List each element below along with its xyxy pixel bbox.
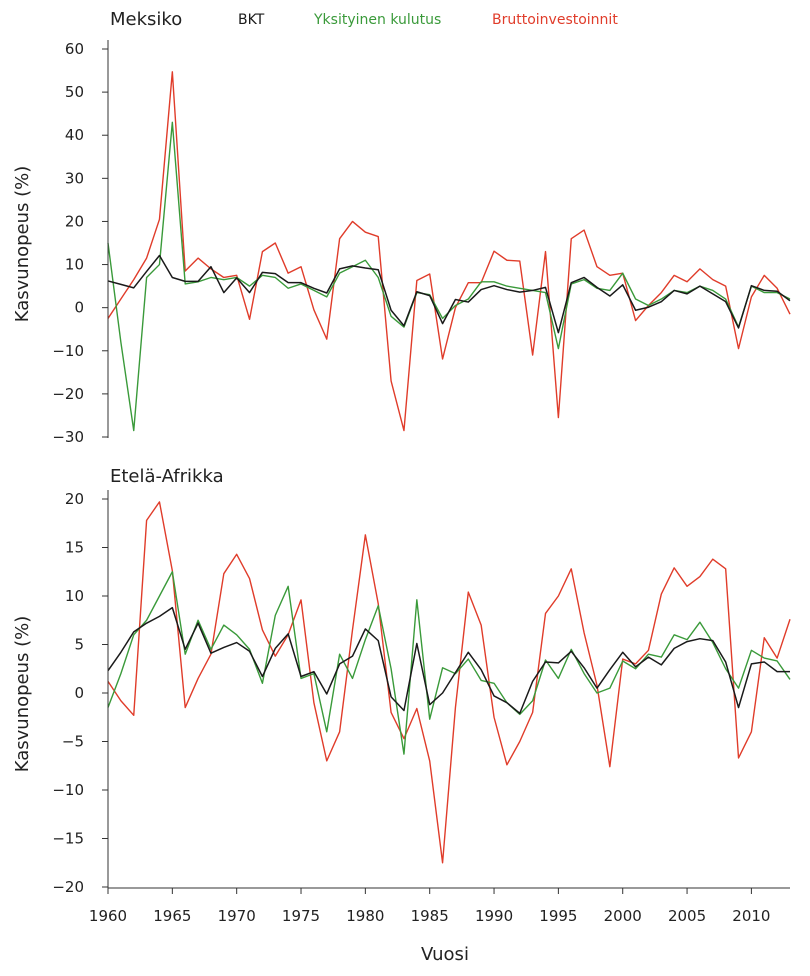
series-line-bruttoinvestoinnit — [107, 501, 791, 864]
y-tick-label: 50 — [65, 83, 84, 101]
series-meksiko — [107, 71, 791, 432]
y-tick-label: 0 — [74, 299, 84, 317]
y-axis-label-meksiko: Kasvunopeus (%) — [12, 166, 33, 323]
panel-title-etela-afrikka: Etelä-Afrikka — [110, 466, 224, 487]
panel-etela-afrikka: Etelä-Afrikka Kasvunopeus (%) 20 15 10 5 0 −5… — [12, 466, 791, 896]
series-line-bkt — [107, 254, 791, 334]
x-tick-label: 2005 — [668, 907, 706, 925]
x-tick-label: 1980 — [346, 907, 384, 925]
x-tick-label: 1975 — [282, 907, 320, 925]
y-tick-label: 10 — [65, 256, 84, 274]
y-tick-label: −10 — [52, 342, 84, 360]
y-tick-label: 0 — [74, 684, 84, 702]
x-axis-label: Vuosi — [421, 944, 469, 965]
x-tick-label: 1990 — [475, 907, 513, 925]
y-tick-label: 20 — [65, 212, 84, 230]
y-tick-label: 5 — [74, 636, 84, 654]
y-tick-label: 60 — [65, 40, 84, 58]
y-tick-label: −10 — [52, 781, 84, 799]
y-tick-label: −20 — [52, 385, 84, 403]
legend-investment: Bruttoinvestoinnit — [492, 12, 618, 28]
y-axis-label-etela-afrikka: Kasvunopeus (%) — [12, 616, 33, 773]
series-line-yksityinen-kulutus — [107, 121, 791, 432]
y-tick-label: 15 — [65, 539, 84, 557]
series-etela-afrikka — [107, 501, 791, 864]
x-ticks: 1960 1965 1970 1975 1980 1985 1990 1995 2000 2005… — [89, 888, 770, 925]
panel-meksiko: Meksiko BKT Yksityinen kulutus Bruttoinv… — [12, 9, 791, 446]
y-tick-label: −15 — [52, 830, 84, 848]
x-tick-label: 1970 — [218, 907, 256, 925]
y-tick-label: −30 — [52, 428, 84, 446]
y-ticks-meksiko: 60 50 40 30 20 10 0 −10 −20 −30 — [52, 40, 108, 446]
y-tick-label: 20 — [65, 490, 84, 508]
y-tick-label: 10 — [65, 587, 84, 605]
y-tick-label: 30 — [65, 169, 84, 187]
legend-consumption: Yksityinen kulutus — [313, 12, 441, 28]
series-line-bruttoinvestoinnit — [107, 71, 791, 432]
x-tick-label: 1985 — [411, 907, 449, 925]
x-tick-label: 1960 — [89, 907, 127, 925]
x-tick-label: 2000 — [604, 907, 642, 925]
x-tick-label: 1995 — [539, 907, 577, 925]
x-tick-label: 2010 — [732, 907, 770, 925]
series-line-bkt — [107, 606, 790, 715]
x-tick-label: 1965 — [153, 907, 191, 925]
panel-title-meksiko: Meksiko — [110, 9, 182, 30]
series-line-yksityinen-kulutus — [107, 571, 791, 755]
legend-bkt: BKT — [238, 12, 265, 28]
y-tick-label: −5 — [62, 733, 84, 751]
y-tick-label: −20 — [52, 878, 84, 896]
y-ticks-etela-afrikka: 20 15 10 5 0 −5 −10 −15 −20 — [52, 490, 108, 896]
y-tick-label: 40 — [65, 126, 84, 144]
